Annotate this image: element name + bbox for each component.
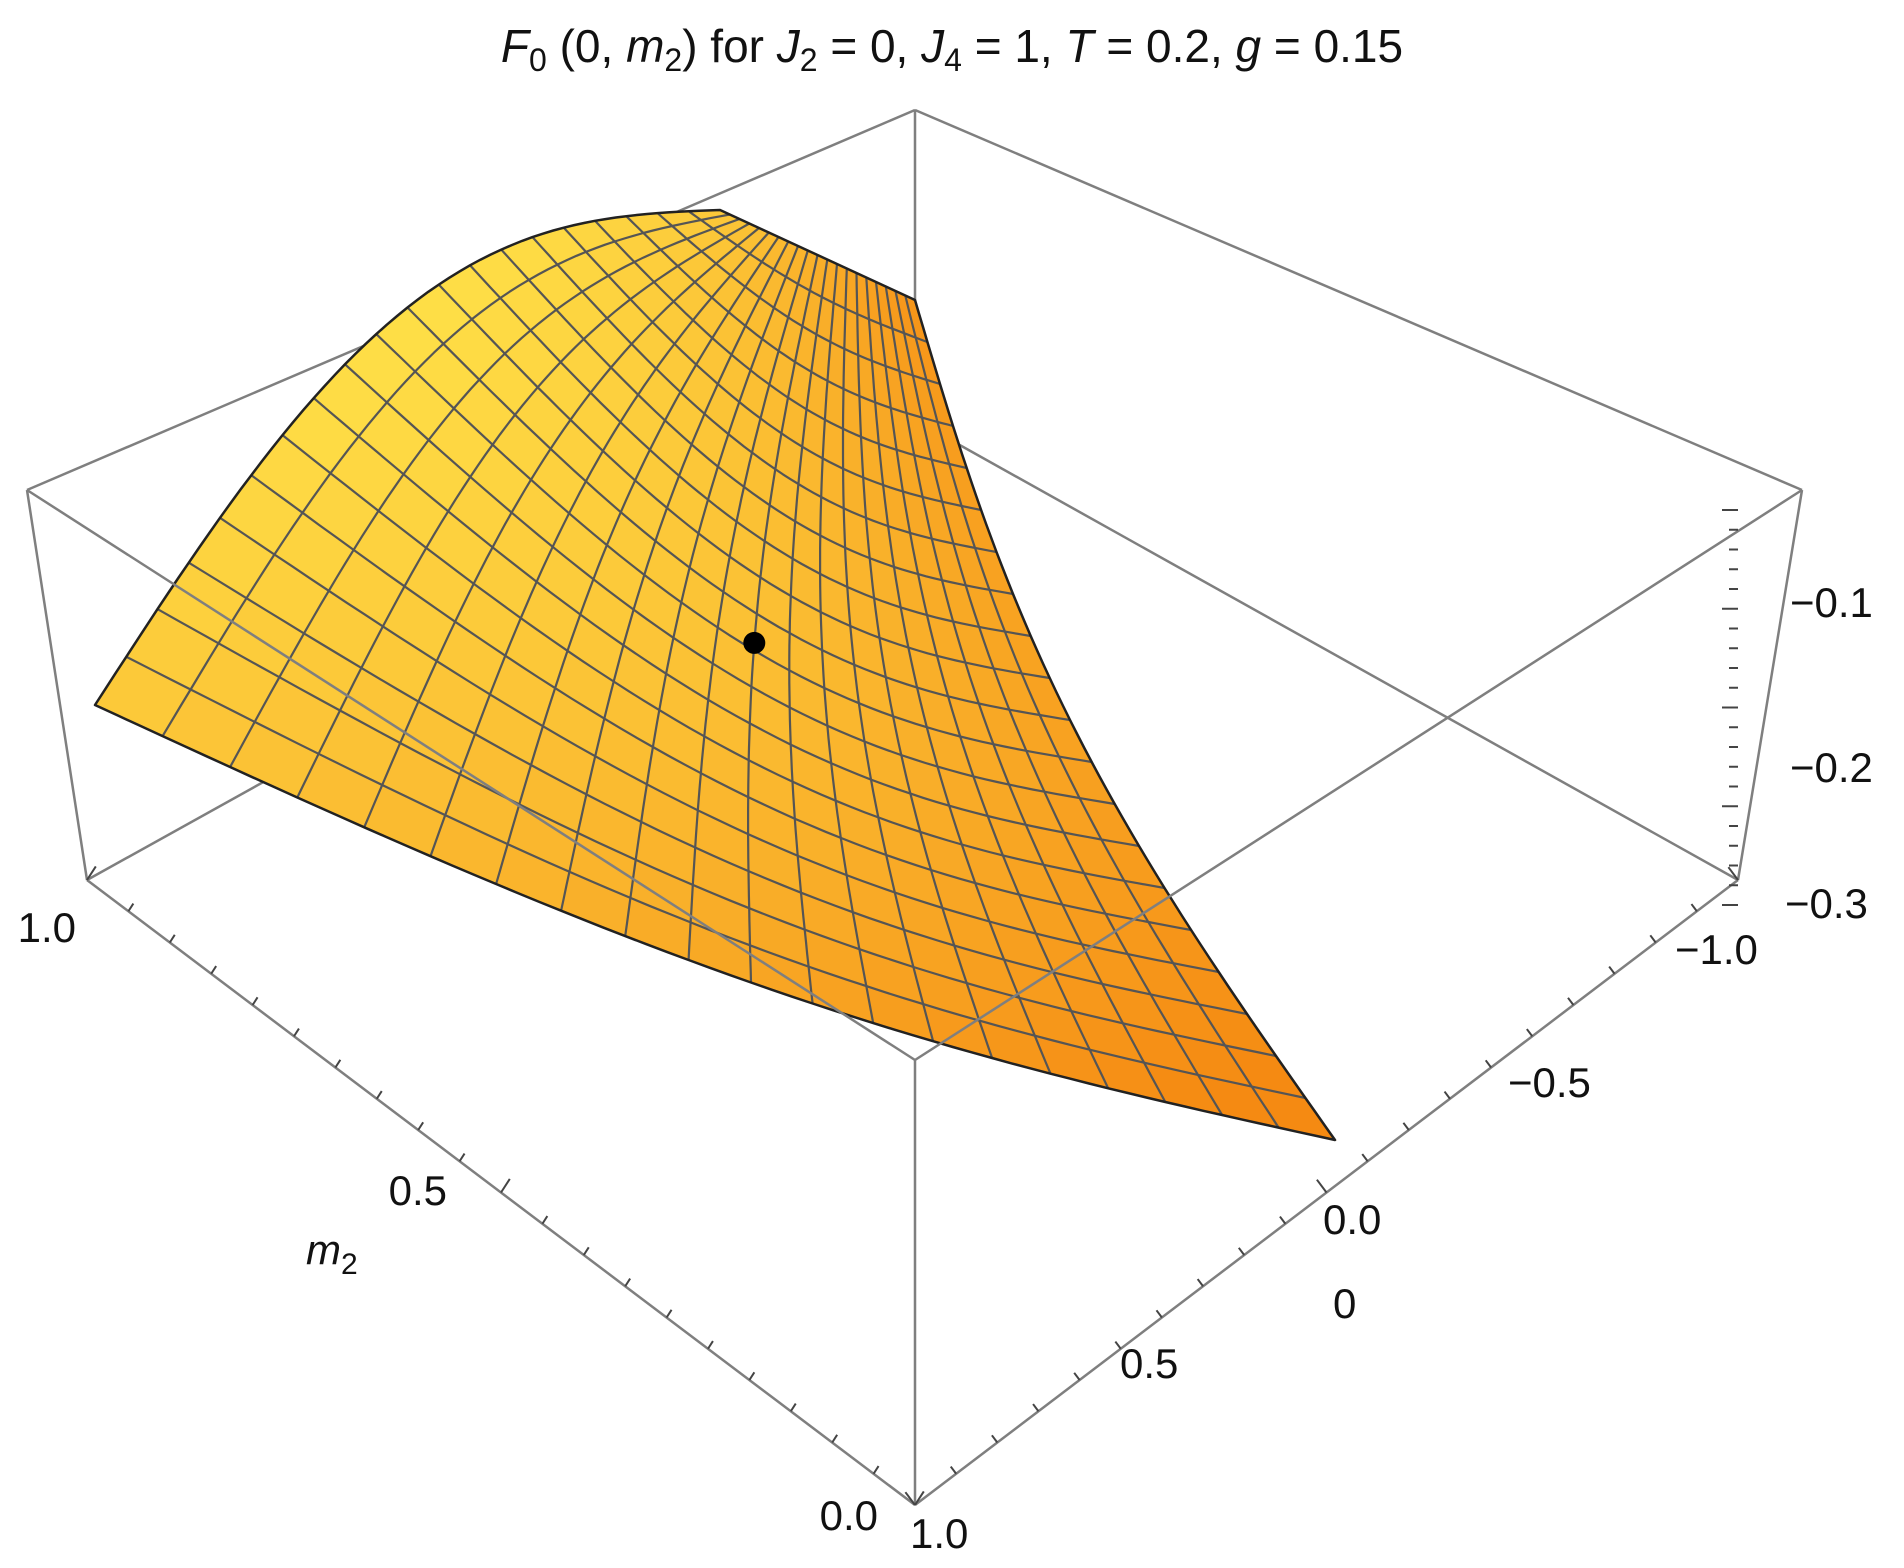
- front-right-axis-tick-18: [1649, 934, 1657, 944]
- mesh-line-v: [894, 290, 1224, 1116]
- left-axis-tick-18: [831, 1434, 838, 1444]
- tick-labels: 0.0 0.5 1.0 1.0 0.5 0 0.0 −0.5 −1.0 −0.1…: [18, 579, 1873, 1557]
- front-right-axis-tick-12: [1402, 1122, 1410, 1131]
- front-right-axis-tick-7: [1196, 1278, 1204, 1287]
- surface-outline: [93, 208, 1337, 1142]
- left-axis-tick-10: [500, 1178, 511, 1194]
- mesh-line-v: [363, 227, 760, 828]
- mesh-line-v: [884, 286, 1167, 1103]
- vertical-tick-label-2: −0.3: [1785, 880, 1868, 927]
- box-edge-left-vertical: [25, 489, 89, 881]
- marked-point: [743, 631, 766, 654]
- left-axis-tick-16: [748, 1371, 756, 1381]
- axis-ticks: [86, 509, 1739, 1506]
- left-axis-tick-3: [210, 965, 217, 975]
- front-right-axis-tick-10: [1316, 1179, 1328, 1194]
- front-right-axis-tick-1: [949, 1465, 957, 1475]
- front-right-axis-tick-4: [1073, 1372, 1081, 1381]
- mesh-line-v: [296, 222, 750, 798]
- chart-title: F0 (0, m2) for J2 = 0, J4 = 1, T = 0.2, …: [501, 20, 1403, 78]
- mesh-line-v: [161, 213, 731, 737]
- mesh-line-v: [624, 245, 800, 937]
- left-axis-tick-6: [334, 1059, 342, 1069]
- front-right-axis-tick-6: [1155, 1309, 1163, 1319]
- left-tick-label-0: 0.0: [820, 1492, 878, 1539]
- box-edge-right-vertical: [1736, 489, 1804, 881]
- box-edge-top-front-right: [914, 488, 1803, 1062]
- right-tick-label-0: 0.0: [1323, 1196, 1381, 1243]
- front-right-axis-tick-13: [1443, 1090, 1451, 1100]
- front-right-axis-tick-16: [1567, 997, 1575, 1006]
- front-right-axis-tick-3: [1032, 1403, 1040, 1412]
- front-tick-label-2: 0: [1333, 1280, 1356, 1327]
- left-axis-tick-9: [458, 1153, 466, 1162]
- mesh-line-v: [495, 236, 780, 885]
- mesh-line-v: [865, 277, 1052, 1075]
- front-right-axis-tick-0: [904, 1491, 916, 1506]
- box-edge-top-front-left: [26, 488, 916, 1062]
- front-right-axis-tick-15: [1526, 1028, 1534, 1037]
- left-axis-tick-19: [872, 1465, 880, 1475]
- front-tick-label-1: 0.5: [1120, 1340, 1178, 1387]
- left-axis-tick-13: [624, 1278, 631, 1287]
- right-tick-label-1: −0.5: [1508, 1059, 1591, 1106]
- front-right-axis-tick-5: [1114, 1340, 1122, 1350]
- mesh-line-v: [747, 254, 819, 983]
- surface-patch: [843, 307, 859, 357]
- mesh-line-v: [874, 281, 1110, 1089]
- front-right-axis-tick-19: [1690, 903, 1698, 912]
- left-axis-tick-12: [582, 1246, 590, 1256]
- left-axis-tick-2: [168, 934, 176, 944]
- front-right-axis-tick-20: [1727, 866, 1739, 881]
- left-tick-label-2: 1.0: [18, 904, 76, 951]
- left-axis-tick-7: [375, 1090, 383, 1100]
- left-axis-tick-1: [127, 903, 135, 912]
- left-axis-tick-20: [914, 1490, 925, 1506]
- left-tick-label-1: 0.5: [389, 1167, 447, 1214]
- left-axis-tick-5: [293, 1028, 300, 1037]
- front-right-axis-tick-9: [1279, 1215, 1287, 1225]
- mesh-line-v: [687, 250, 809, 961]
- box-edge-back-bottom-right: [914, 418, 1739, 882]
- front-right-axis-tick-17: [1608, 965, 1616, 975]
- front-right-axis-tick-14: [1484, 1059, 1492, 1069]
- mesh-line-v: [229, 217, 740, 768]
- left-axis-tick-11: [541, 1215, 549, 1225]
- front-right-axis-tick-8: [1238, 1247, 1245, 1256]
- marked-point-dot: [743, 631, 766, 654]
- box-edge-top-back-right: [914, 108, 1803, 492]
- mesh-line-v: [841, 268, 935, 1042]
- left-axis-tick-0: [86, 865, 97, 881]
- front-right-axis-tick-2: [991, 1434, 999, 1444]
- left-axis-tick-15: [707, 1340, 714, 1350]
- left-axis-label: m2: [306, 1226, 358, 1281]
- mesh-line-v: [819, 263, 875, 1024]
- mesh-line-v: [855, 272, 994, 1059]
- mesh-line-v: [904, 295, 1280, 1129]
- mesh-line-v: [788, 259, 829, 1004]
- surface-mesh: [125, 210, 1306, 1129]
- right-tick-label-2: −1.0: [1675, 926, 1758, 973]
- front-tick-label-0: 1.0: [910, 1510, 968, 1557]
- vertical-tick-label-0: −0.1: [1790, 579, 1873, 626]
- mesh-line-v: [560, 240, 790, 911]
- mesh-line-v: [429, 231, 770, 857]
- left-axis-tick-14: [665, 1309, 673, 1319]
- vertical-tick-label-1: −0.2: [1790, 744, 1873, 791]
- left-axis-tick-4: [251, 996, 259, 1006]
- front-right-axis-tick-11: [1361, 1153, 1369, 1162]
- left-axis-tick-17: [789, 1403, 797, 1412]
- left-axis-tick-8: [417, 1121, 424, 1131]
